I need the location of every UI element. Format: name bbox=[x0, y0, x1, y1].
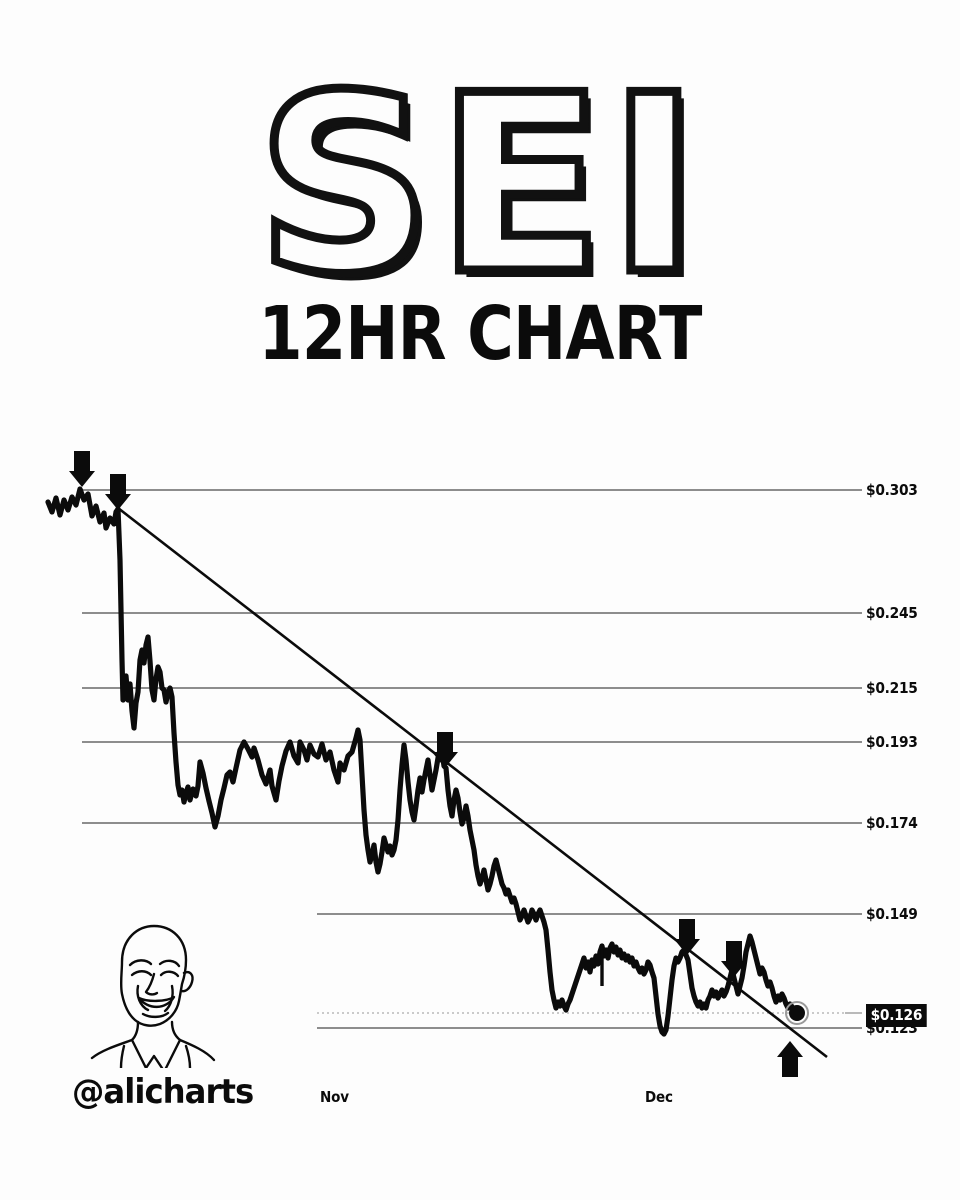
arrow-up-1-icon bbox=[777, 1041, 803, 1077]
price-axis-label: $0.149 bbox=[866, 905, 918, 923]
gridlines-group bbox=[82, 488, 862, 1030]
trendline-descending-resistance bbox=[117, 506, 828, 1059]
price-line-group bbox=[45, 486, 800, 1037]
page-title: SEI bbox=[252, 43, 704, 328]
price-axis-label: $0.193 bbox=[866, 733, 918, 751]
arrow-down-5-icon bbox=[721, 941, 747, 977]
arrow-down-3-icon bbox=[432, 732, 458, 768]
face-portrait-icon bbox=[90, 924, 216, 1068]
price-dot-ring bbox=[785, 1001, 809, 1025]
price-axis-label: $0.174 bbox=[866, 814, 918, 832]
price-axis-label: $0.215 bbox=[866, 679, 918, 697]
annotations-group bbox=[69, 451, 803, 1077]
price-axis-label: $0.245 bbox=[866, 604, 918, 622]
x-axis-label-dec: Dec bbox=[645, 1088, 673, 1106]
current-price-dot[interactable] bbox=[789, 1005, 805, 1021]
price-axis-label: $0.303 bbox=[866, 481, 918, 499]
title-block: SEI 12HR CHART bbox=[0, 43, 960, 377]
chart-subtitle: 12HR CHART bbox=[258, 290, 702, 377]
price-line bbox=[45, 486, 800, 1037]
arrow-down-4-icon bbox=[674, 919, 700, 955]
watermark-handle: @alicharts bbox=[72, 1072, 254, 1112]
arrow-down-2-icon bbox=[105, 474, 131, 510]
current-price-marker-group bbox=[785, 1001, 809, 1025]
arrow-down-1-icon bbox=[69, 451, 95, 487]
x-axis-label-nov: Nov bbox=[320, 1088, 349, 1106]
price-axis-label: $0.123 bbox=[866, 1019, 918, 1037]
trendline-group bbox=[117, 506, 828, 1059]
watermark: @alicharts bbox=[72, 918, 272, 1112]
current-price-badge: $0.126 bbox=[866, 1004, 927, 1027]
